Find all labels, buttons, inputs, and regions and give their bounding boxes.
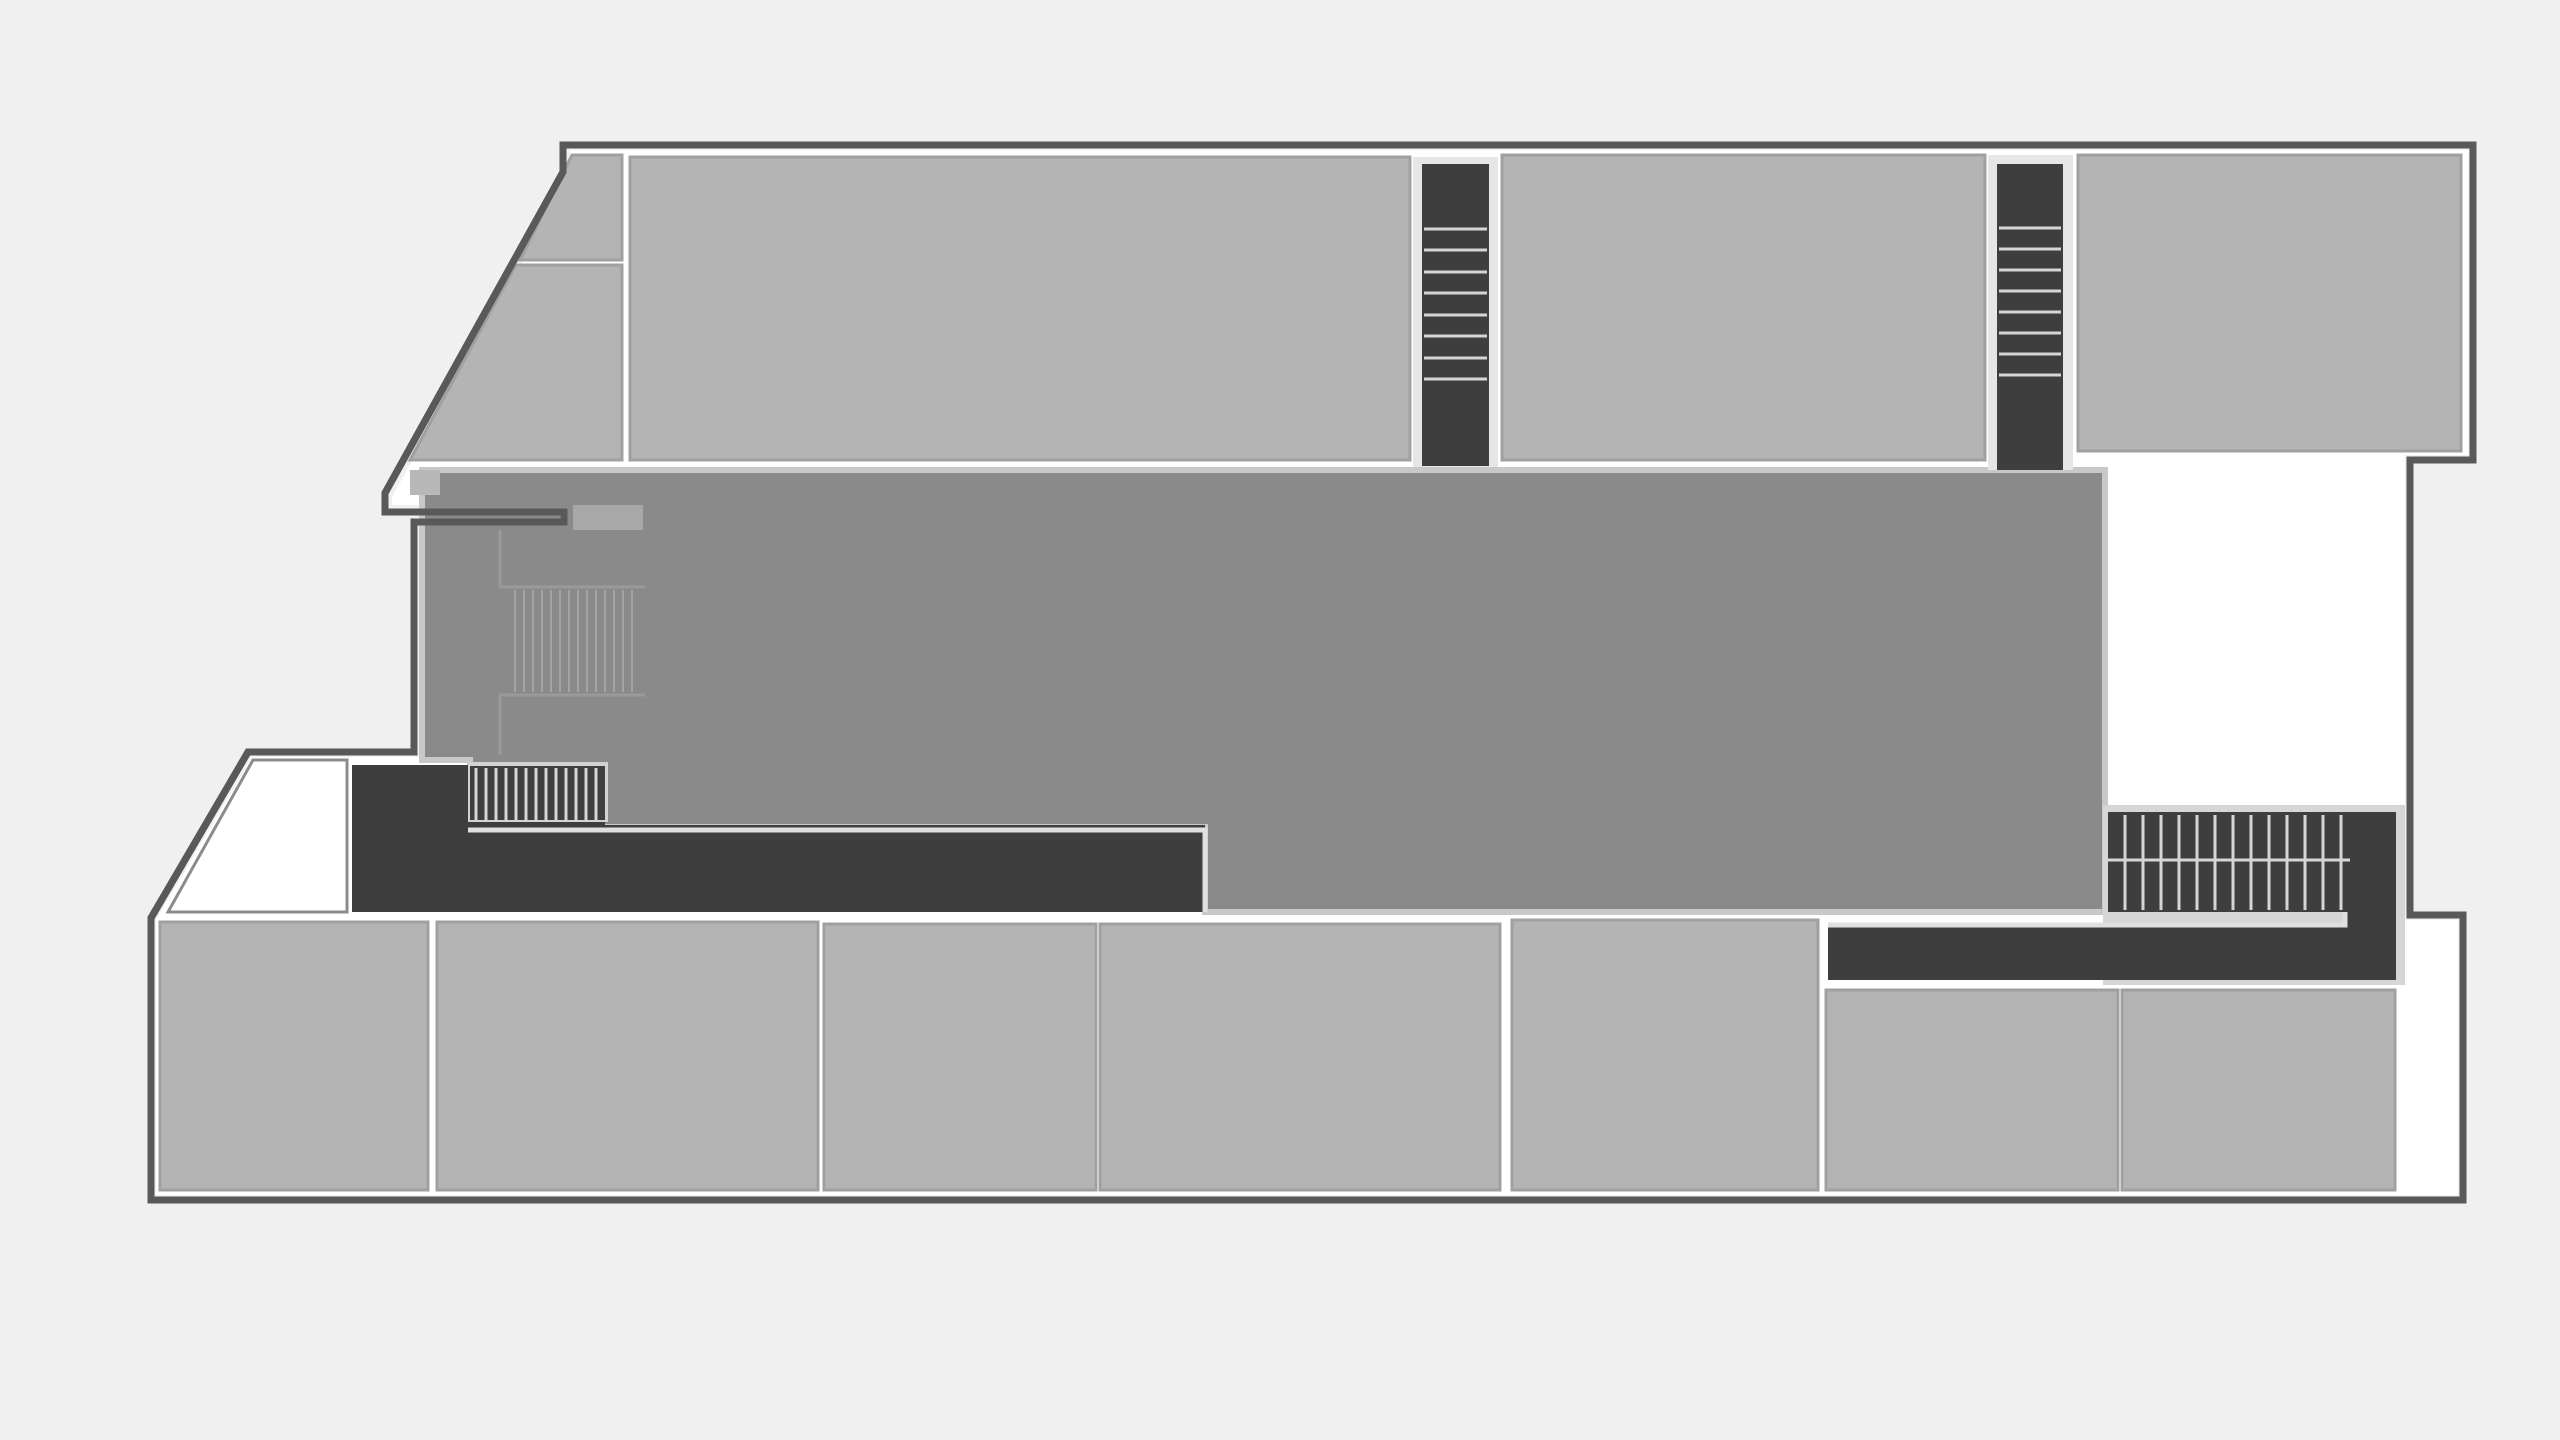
stair-light-left bbox=[498, 530, 645, 755]
room-bottom-3 bbox=[822, 922, 1098, 1192]
building-outline-edge bbox=[147, 141, 2477, 1204]
stair-core-top-1 bbox=[1413, 157, 1498, 467]
stair-block-lower-left bbox=[352, 762, 1208, 912]
room-bottom-4 bbox=[1098, 922, 1502, 1192]
room-top-2 bbox=[1500, 153, 1987, 462]
hall-ledge-right bbox=[573, 505, 643, 530]
room-top-corner-wedge bbox=[407, 263, 624, 462]
void-lower-left bbox=[165, 758, 349, 914]
room-top-3 bbox=[2076, 153, 2463, 453]
room-bottom-2 bbox=[435, 920, 820, 1192]
hall-entry-ledge bbox=[410, 470, 440, 495]
room-bottom-6 bbox=[1824, 988, 2120, 1192]
room-bottom-5 bbox=[1510, 918, 1820, 1192]
room-top-corner-small bbox=[517, 153, 624, 262]
stair-core-top-2 bbox=[1988, 155, 2073, 470]
room-bottom-7 bbox=[2120, 988, 2397, 1192]
room-top-1 bbox=[628, 155, 1412, 462]
room-bottom-1 bbox=[158, 920, 430, 1192]
stair-block-lower-right bbox=[1828, 805, 2405, 985]
